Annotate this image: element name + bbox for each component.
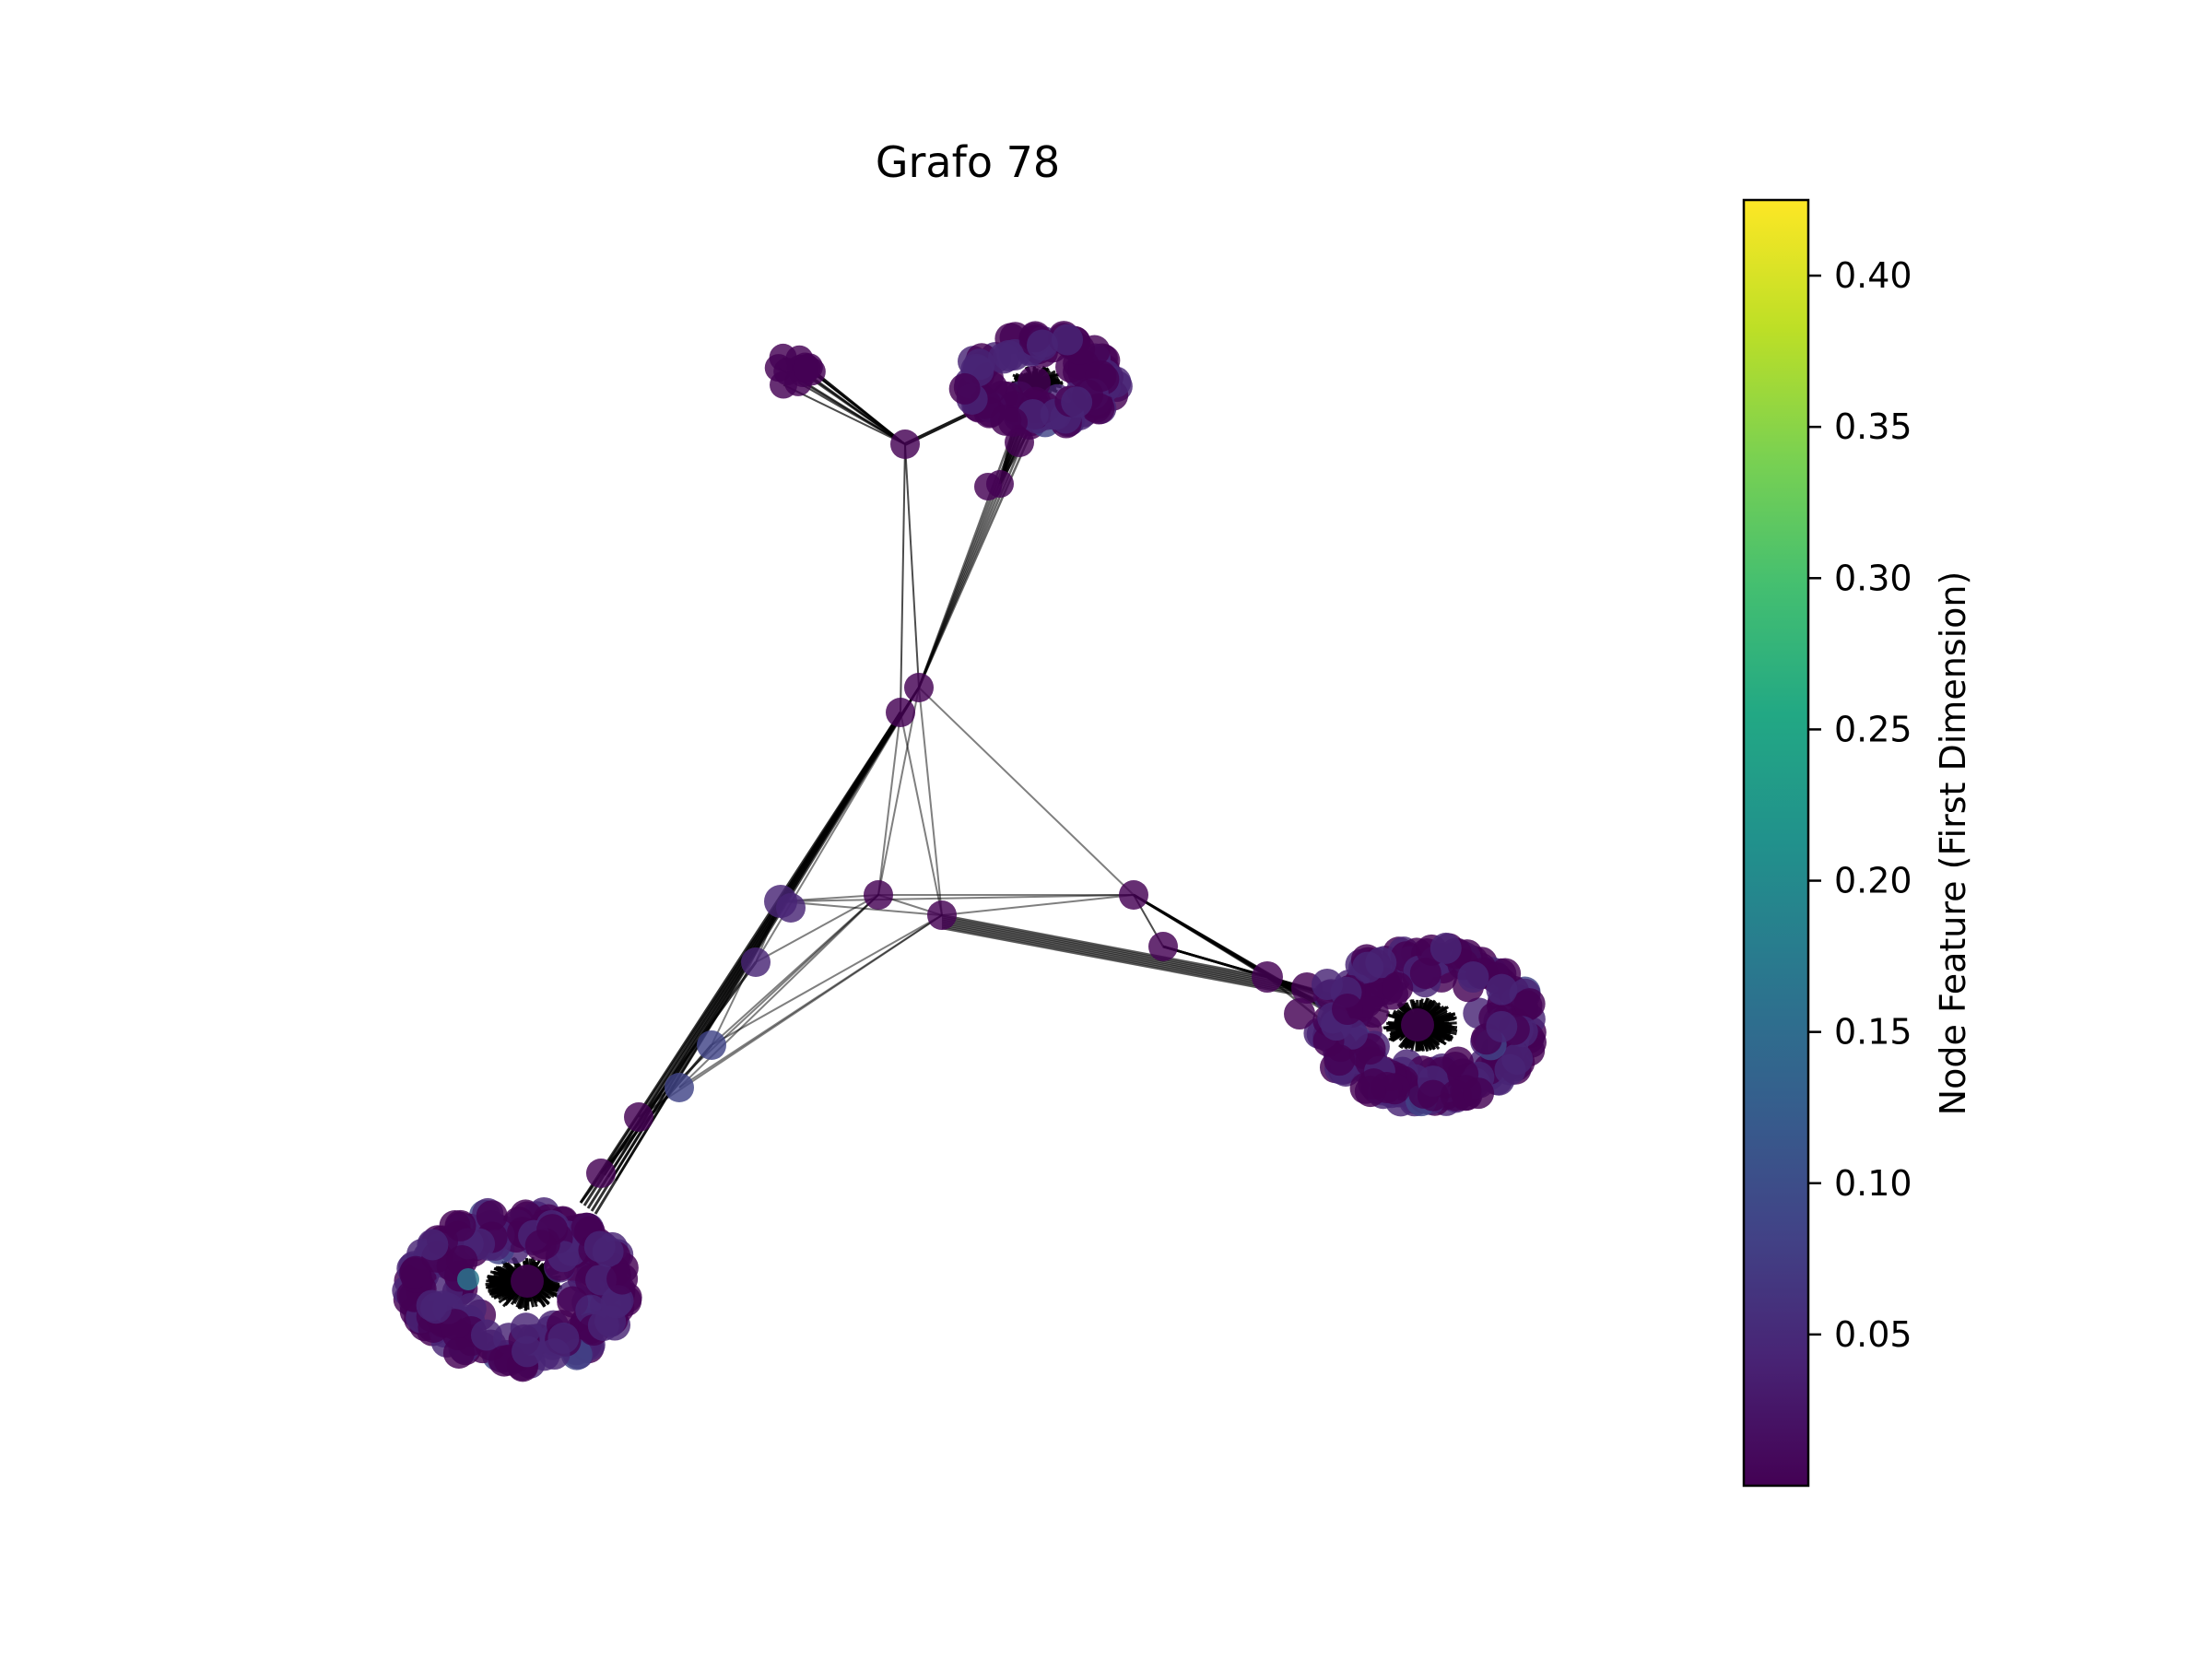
graph-edge (711, 914, 943, 1046)
colorbar-ticks: 0.05 0.10 0.15 0.20 0.25 0.30 0.35 0.40 (1808, 255, 1912, 1355)
graph-edge (941, 913, 1268, 979)
graph-node (697, 1030, 726, 1060)
graph-node (974, 473, 1002, 500)
graph-edge (780, 900, 943, 916)
graph-node (1352, 951, 1384, 983)
graph-edges (485, 357, 1458, 1312)
graph-node (1382, 971, 1414, 1004)
graph-edge (941, 894, 1135, 916)
graph-node (1457, 961, 1489, 994)
graph-node (457, 1268, 479, 1290)
graph-title: Grafo 78 (876, 137, 1060, 187)
graph-edge (900, 443, 906, 713)
graph-node (444, 1209, 477, 1241)
graph-edge (918, 687, 943, 916)
graph-node (511, 1265, 544, 1298)
colorbar-tick-label: 0.25 (1834, 709, 1912, 749)
colorbar-tick-label: 0.30 (1834, 558, 1912, 598)
graph-edge (918, 687, 1135, 896)
graph-node (524, 1230, 557, 1262)
graph-node (1148, 932, 1178, 961)
colorbar-frame (1742, 198, 1810, 1488)
graph-node (510, 1312, 542, 1345)
colorbar-tick-label: 0.40 (1834, 255, 1912, 296)
graph-node (1486, 1010, 1518, 1042)
graph-node (586, 1159, 616, 1188)
graph-node (416, 1289, 448, 1322)
graph-edge (917, 418, 1039, 688)
graph-node (948, 372, 981, 405)
colorbar-gradient (1744, 200, 1808, 1486)
colorbar-tick-label: 0.20 (1834, 861, 1912, 901)
graph-node (470, 1319, 502, 1351)
graph-node (511, 1335, 543, 1368)
graph-node (1430, 932, 1462, 964)
graph-node (927, 900, 957, 930)
colorbar-label: Node Feature (First Dimension) (1933, 571, 1973, 1116)
graph-node (1409, 958, 1441, 990)
graph-edge (755, 894, 879, 963)
graph-edge (900, 712, 943, 916)
colorbar-tick-label: 0.35 (1834, 406, 1912, 447)
graph-edge (877, 712, 901, 896)
graph-nodes (392, 321, 1547, 1382)
graph-node (1417, 1079, 1449, 1112)
graph-edge (941, 919, 1285, 987)
graph-node (776, 893, 806, 923)
graph-edge (941, 921, 1290, 990)
graph-node (1463, 1077, 1495, 1110)
graph-edge (599, 1044, 713, 1174)
graph-node (1252, 961, 1283, 993)
graph-edge (941, 915, 1274, 982)
graph-node (904, 673, 934, 702)
graph-node (1061, 386, 1093, 418)
graph-node (764, 354, 793, 382)
graph-node (987, 342, 1019, 374)
graph-node (1312, 969, 1343, 1000)
graph-edge (780, 894, 1135, 902)
graph-edge (614, 687, 921, 1182)
graph-node (1401, 1008, 1434, 1041)
graph-node (399, 1257, 431, 1289)
graph-node (793, 354, 821, 382)
colorbar-tick-label: 0.15 (1834, 1012, 1912, 1053)
graph-node (1513, 988, 1546, 1020)
graph-node (886, 698, 915, 727)
graph-edge (806, 367, 906, 445)
graph-node (890, 429, 920, 459)
graph-node (583, 1230, 616, 1263)
graph-node (1119, 880, 1148, 910)
graph-node (1332, 994, 1363, 1025)
colorbar: 0.05 0.10 0.15 0.20 0.25 0.30 0.35 0.40 Node Fe… (1742, 198, 1973, 1488)
graph-node (1494, 1053, 1526, 1086)
graph-edge (941, 926, 1307, 998)
graph-node (600, 1287, 632, 1319)
graph-node (741, 947, 771, 977)
graph-node (1354, 1076, 1386, 1108)
graph-node (665, 1073, 694, 1102)
graph-edge (877, 687, 920, 896)
graph-edge (941, 924, 1301, 995)
graph-node (1005, 428, 1034, 457)
graph-edge (904, 443, 920, 688)
graph-node (547, 1322, 580, 1354)
graph-node (864, 880, 893, 910)
graph-node (1284, 998, 1315, 1030)
graph-edge (941, 917, 1279, 984)
graph-node (606, 1263, 639, 1295)
graph-node (624, 1102, 653, 1132)
graph-node (1052, 324, 1084, 356)
graph-edge (941, 923, 1296, 993)
colorbar-tick-label: 0.05 (1834, 1314, 1912, 1355)
graph-node (442, 1336, 475, 1369)
graph-node (417, 1229, 449, 1261)
graph-node (1018, 366, 1051, 399)
graph-node (1026, 329, 1058, 361)
graph-node (1486, 973, 1518, 1006)
colorbar-tick-label: 0.10 (1834, 1163, 1912, 1204)
